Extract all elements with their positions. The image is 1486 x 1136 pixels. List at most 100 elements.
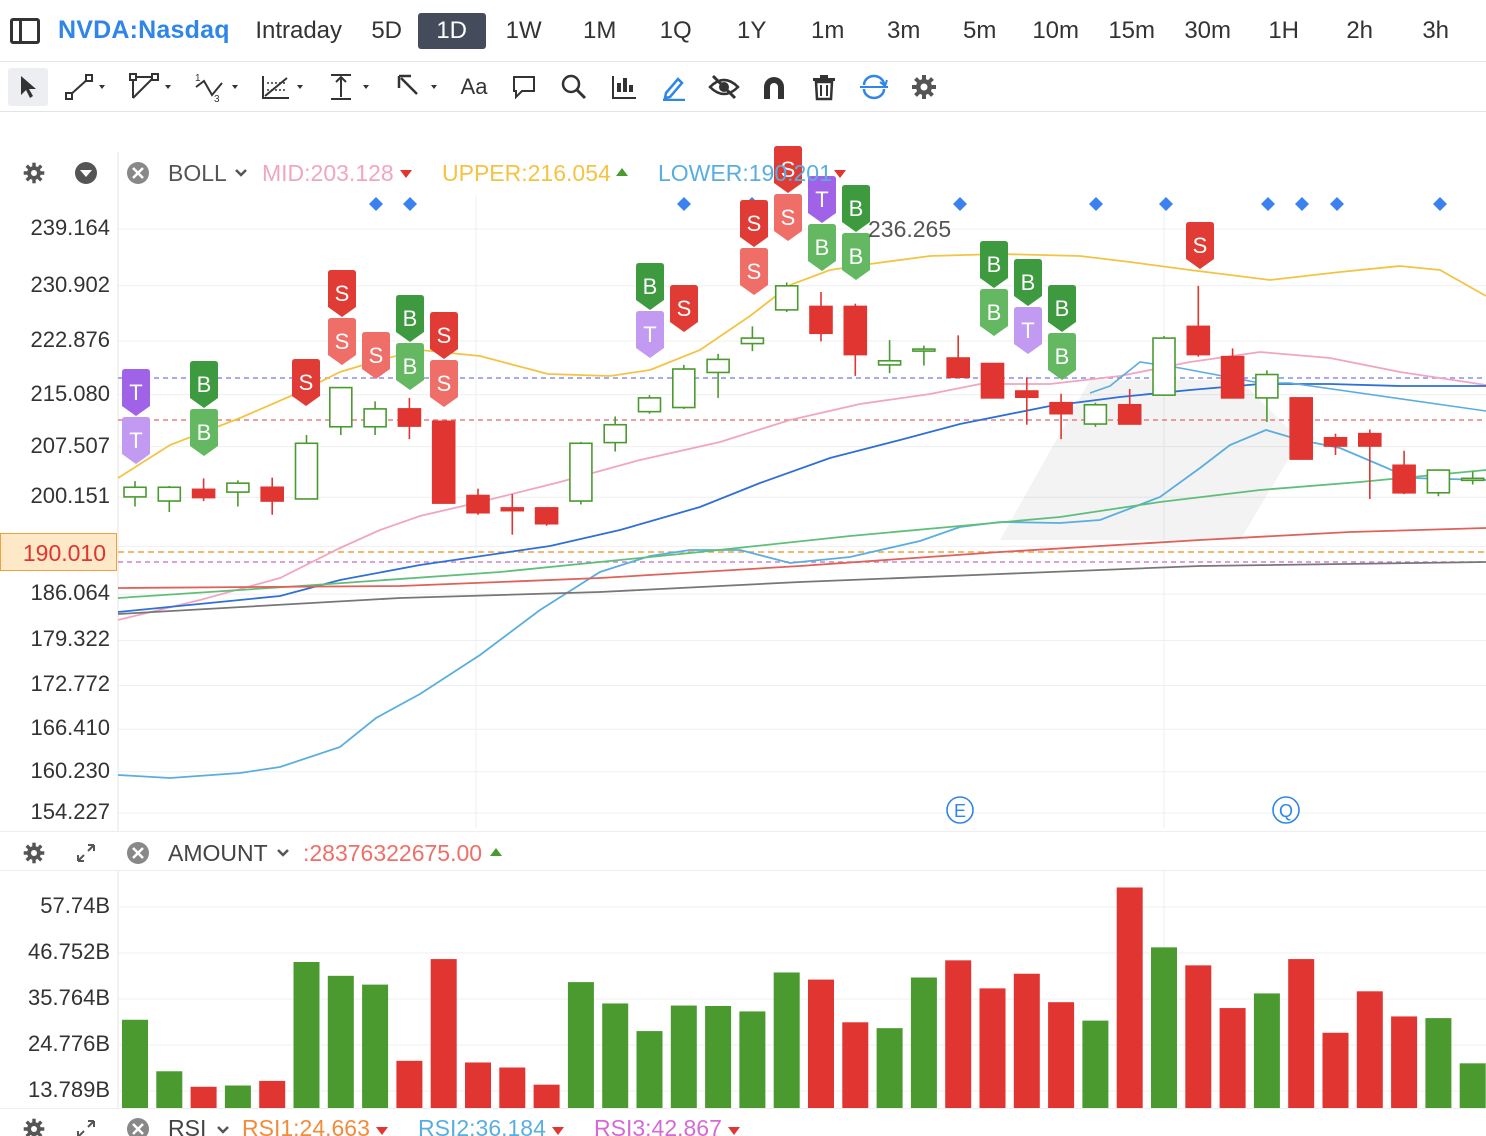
timeframe-tab[interactable]: 10m <box>1032 16 1080 44</box>
candle-body <box>774 285 799 311</box>
candle <box>294 435 319 500</box>
candle-body <box>1426 469 1451 494</box>
rsi-settings-icon[interactable] <box>22 1117 46 1136</box>
timeframe-tab[interactable]: 30m <box>1184 16 1232 44</box>
rsi-dropdown-icon[interactable] <box>216 1125 230 1135</box>
candle-body <box>980 362 1005 399</box>
signal-diamond <box>1330 197 1344 211</box>
amount-settings-icon[interactable] <box>22 841 46 865</box>
rsi-expand-icon[interactable] <box>74 1117 98 1136</box>
trade-badge-letter: B <box>849 244 864 269</box>
measure-icon[interactable] <box>324 68 376 106</box>
trade-badge-shape <box>740 200 768 247</box>
candle <box>1186 285 1211 357</box>
timeframe-tab[interactable]: 15m <box>1108 16 1156 44</box>
trade-badge-shape <box>842 185 870 232</box>
trade-badge-shape <box>122 369 150 416</box>
trade-badge: B <box>842 233 870 280</box>
trade-badge-letter: S <box>781 157 796 182</box>
symbol-name[interactable]: NVDA:Nasdaq <box>58 16 230 44</box>
hide-icon[interactable] <box>704 68 744 106</box>
event-marker-letter: E <box>954 801 966 821</box>
amount-bar <box>430 959 457 1108</box>
rsi-indicator-name[interactable]: RSI <box>168 1115 207 1136</box>
candle-body <box>912 348 936 352</box>
candle-body <box>1358 432 1382 447</box>
rsi-close-icon[interactable] <box>126 1117 150 1136</box>
pencil-icon[interactable] <box>656 68 692 106</box>
candle-body <box>1323 436 1348 447</box>
amount-bar <box>670 1005 697 1108</box>
mid-down-icon <box>400 170 412 178</box>
timeframe-tab[interactable]: 2h <box>1346 16 1374 44</box>
cursor-icon[interactable] <box>8 68 48 106</box>
amount-expand-icon[interactable] <box>74 841 98 865</box>
text-icon[interactable]: Aa <box>460 74 488 99</box>
settings-icon[interactable] <box>906 68 942 106</box>
boll-indicator-name[interactable]: BOLL <box>168 160 227 186</box>
zoom-icon[interactable] <box>556 68 592 106</box>
boll-collapse-icon[interactable] <box>74 161 98 185</box>
trash-icon[interactable] <box>806 68 842 106</box>
boll-close-icon[interactable] <box>126 161 150 185</box>
amount-close-icon[interactable] <box>126 841 150 865</box>
timeframe-tab[interactable]: 3h <box>1422 16 1450 44</box>
candle <box>157 485 182 513</box>
candle-body <box>1117 403 1142 425</box>
timeframe-tab[interactable]: 3m <box>887 16 921 44</box>
price-axis-label: 160.230 <box>30 757 110 783</box>
timeframe-tab[interactable]: 1H <box>1268 16 1300 44</box>
grid-lines <box>117 152 1486 1108</box>
amount-bar <box>1253 993 1280 1108</box>
amount-axis-label: 24.776B <box>28 1031 110 1056</box>
candle <box>603 416 628 452</box>
timeframe-tab[interactable]: Intraday <box>255 16 343 44</box>
comment-icon[interactable] <box>506 68 542 106</box>
indicator-icon[interactable] <box>606 68 642 106</box>
timeframe-tab[interactable]: 1m <box>811 16 845 44</box>
boll-settings-icon[interactable] <box>22 161 46 185</box>
candle <box>1460 471 1485 485</box>
amount-value: :28376322675.00 <box>303 840 483 866</box>
candle <box>123 481 147 507</box>
timeframe-tab[interactable]: 1D <box>417 12 486 49</box>
candle <box>1049 393 1073 440</box>
trade-badge: B <box>808 224 836 271</box>
timeframe-tab[interactable]: 1Q <box>659 16 692 44</box>
channel-icon[interactable] <box>126 68 178 106</box>
magnet-icon[interactable] <box>754 68 794 106</box>
trade-badge-letter: T <box>129 380 142 405</box>
timeframe-tab[interactable]: 5D <box>371 16 403 44</box>
amount-bars <box>122 887 1486 1108</box>
amount-bar <box>567 982 594 1108</box>
amount-indicator-name[interactable]: AMOUNT <box>168 840 268 866</box>
candle <box>1392 450 1416 495</box>
trend-line-icon[interactable] <box>60 68 112 106</box>
timeframe-tab[interactable]: 1W <box>505 16 542 44</box>
rsi1-value: RSI1:24.663 <box>242 1115 370 1136</box>
amount-dropdown-icon[interactable] <box>276 848 290 858</box>
candle-body <box>569 442 593 502</box>
timeframe-tab[interactable]: 5m <box>963 16 997 44</box>
trade-badge-letter: B <box>1055 344 1070 369</box>
candle <box>809 292 833 342</box>
trade-badge-shape <box>190 361 218 408</box>
fib-icon[interactable] <box>258 68 310 106</box>
trade-badge-letter: B <box>197 372 212 397</box>
amount-bar <box>465 1062 491 1108</box>
boll-dropdown-icon[interactable] <box>234 168 248 178</box>
timeframe-tab[interactable]: 1Y <box>736 16 767 44</box>
arrow-icon[interactable] <box>392 68 444 106</box>
layout-toggle-icon[interactable] <box>10 17 40 44</box>
candle-body <box>637 397 662 413</box>
amount-bar <box>1151 947 1177 1108</box>
sync-icon[interactable] <box>854 68 894 106</box>
timeframe-tab[interactable]: 1M <box>583 16 617 44</box>
candle <box>1152 336 1176 396</box>
amount-bar <box>1459 1063 1486 1108</box>
candle-body <box>1255 373 1279 399</box>
signal-diamond <box>1295 197 1309 211</box>
candle-body <box>534 507 559 525</box>
